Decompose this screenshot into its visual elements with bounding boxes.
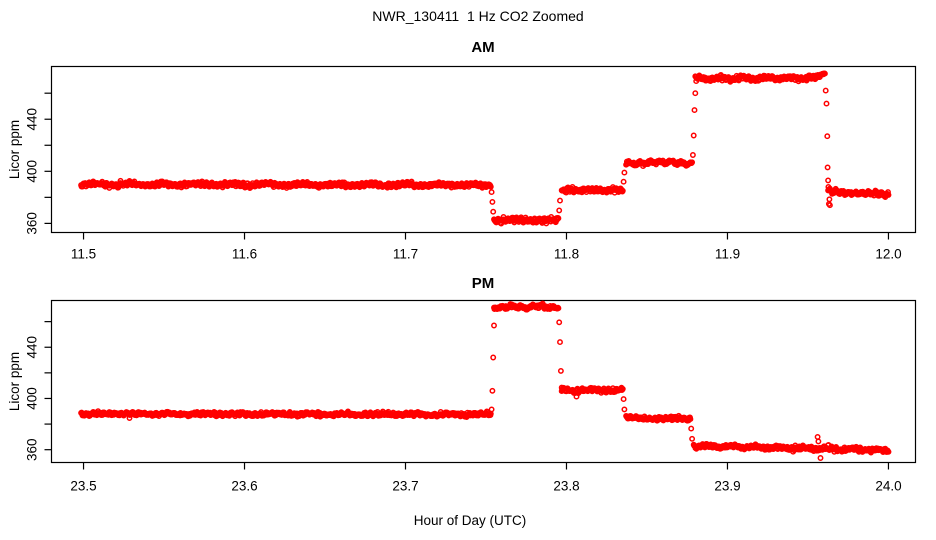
- y-tick-label: 360: [25, 212, 40, 235]
- data-point: [821, 70, 828, 77]
- x-tick-label: 23.6: [231, 479, 257, 494]
- data-point: [826, 202, 833, 209]
- am-plot-area: 11.5 11.6 11.7 11.8 11.9 12.0 360 400 440: [25, 65, 917, 262]
- data-point: [817, 455, 824, 461]
- pm-panel-title: PM: [472, 275, 495, 292]
- data-point: [556, 319, 563, 326]
- data-point: [491, 322, 497, 329]
- x-tick-label: 12.0: [875, 247, 901, 262]
- data-point: [489, 387, 496, 394]
- x-tick-label: 11.7: [393, 247, 418, 262]
- plot-box: [50, 65, 917, 234]
- data-point: [489, 198, 496, 205]
- x-tick-label: 11.6: [232, 247, 257, 262]
- data-point: [822, 87, 829, 94]
- data-point: [619, 385, 626, 392]
- pm-plot-area: 23.5 23.6 23.7 23.8 23.9 24.0 360 400 440: [25, 299, 917, 494]
- data-point: [490, 354, 497, 361]
- data-point: [556, 207, 563, 214]
- y-tick-label: 440: [25, 108, 40, 131]
- data-point: [557, 339, 563, 346]
- data-point: [619, 187, 626, 194]
- data-point: [688, 425, 695, 432]
- data-point: [690, 132, 697, 139]
- data-point: [687, 416, 694, 423]
- data-point: [692, 90, 699, 97]
- data-point: [689, 435, 696, 442]
- data-point: [488, 406, 495, 413]
- pm-y-axis-label: Licor ppm: [7, 352, 22, 411]
- data-point: [691, 107, 698, 114]
- x-tick-label: 23.9: [714, 479, 740, 494]
- data-points: [78, 300, 892, 461]
- data-point: [557, 197, 563, 204]
- x-tick-label: 11.5: [71, 247, 96, 262]
- data-point: [488, 189, 495, 196]
- data-point: [621, 169, 628, 176]
- data-point: [558, 384, 565, 391]
- data-point: [621, 406, 628, 413]
- page-title: NWR_130411 1 Hz CO2 Zoomed: [372, 8, 583, 24]
- x-tick-label: 23.7: [392, 479, 418, 494]
- data-point: [826, 196, 833, 203]
- am-y-axis-label: Licor ppm: [7, 120, 22, 179]
- data-point: [824, 164, 831, 171]
- x-tick-label: 24.0: [875, 479, 901, 494]
- data-points: [78, 70, 892, 227]
- data-point: [557, 367, 564, 374]
- y-tick-label: 440: [25, 336, 40, 359]
- y-tick-label: 360: [25, 438, 40, 461]
- data-point: [555, 305, 562, 312]
- data-point: [823, 100, 830, 107]
- data-point: [555, 215, 562, 222]
- x-tick-label: 11.8: [554, 247, 579, 262]
- plot-box: [50, 299, 917, 464]
- y-tick-label: 400: [25, 387, 40, 410]
- data-point: [490, 208, 497, 215]
- y-tick-label: 400: [25, 160, 40, 183]
- data-point: [825, 177, 832, 184]
- data-point: [885, 189, 891, 196]
- am-panel-title: AM: [471, 39, 494, 56]
- x-tick-label: 11.9: [715, 247, 740, 262]
- data-point: [689, 152, 696, 158]
- x-tick-label: 23.8: [553, 479, 579, 494]
- data-point: [815, 438, 822, 445]
- data-point: [824, 133, 831, 140]
- data-point: [487, 183, 494, 190]
- data-point: [825, 183, 832, 190]
- x-axis-label: Hour of Day (UTC): [414, 513, 527, 528]
- data-point: [620, 396, 627, 403]
- data-point: [814, 433, 821, 440]
- data-point: [885, 448, 892, 455]
- data-point: [885, 191, 892, 198]
- x-tick-label: 23.5: [70, 479, 96, 494]
- data-point: [689, 159, 696, 166]
- data-point: [620, 178, 627, 185]
